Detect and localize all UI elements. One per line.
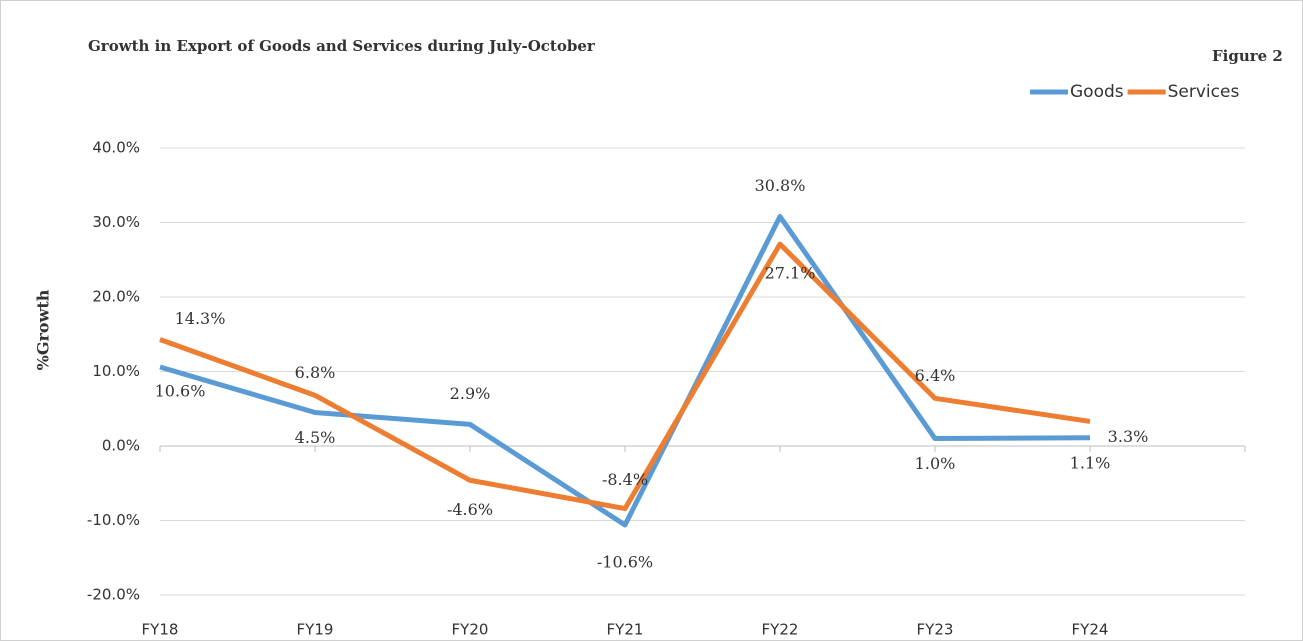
legend-label: Services [1168, 82, 1240, 102]
chart-title: Growth in Export of Goods and Services d… [88, 37, 596, 55]
data-label: 3.3% [1108, 427, 1149, 446]
x-tick-label: FY19 [297, 621, 334, 639]
y-tick-label: 0.0% [102, 437, 140, 455]
data-label: -10.6% [597, 552, 653, 571]
x-tick-label: FY21 [607, 621, 644, 639]
x-tick-label: FY24 [1072, 621, 1109, 639]
figure-label: Figure 2 [1212, 47, 1283, 65]
data-label: 6.4% [915, 366, 956, 385]
x-tick-label: FY22 [762, 621, 799, 639]
x-tick-label: FY18 [142, 621, 179, 639]
data-label: 14.3% [175, 309, 226, 328]
y-tick-label: 30.0% [92, 213, 140, 231]
x-tick-label: FY23 [917, 621, 954, 639]
series-line [159, 214, 1091, 528]
data-label: -4.6% [447, 500, 493, 519]
y-axis-label: %Growth [34, 289, 53, 370]
y-tick-label: 10.0% [92, 362, 140, 380]
data-label: 27.1% [765, 264, 816, 283]
data-label: 2.9% [450, 384, 491, 403]
series-line [159, 241, 1091, 512]
legend-label: Goods [1070, 82, 1124, 102]
data-label: -8.4% [602, 470, 648, 489]
y-tick-label: 40.0% [92, 139, 140, 157]
y-tick-label: -10.0% [87, 511, 140, 529]
data-label: 30.8% [755, 176, 806, 195]
data-label: 1.1% [1070, 453, 1111, 472]
data-label: 6.8% [295, 363, 336, 382]
data-label: 4.5% [295, 428, 336, 447]
x-tick-label: FY20 [452, 621, 489, 639]
y-tick-label: 20.0% [92, 288, 140, 306]
data-label: 10.6% [155, 382, 206, 401]
data-label: 1.0% [915, 454, 956, 473]
y-tick-label: -20.0% [87, 586, 140, 604]
